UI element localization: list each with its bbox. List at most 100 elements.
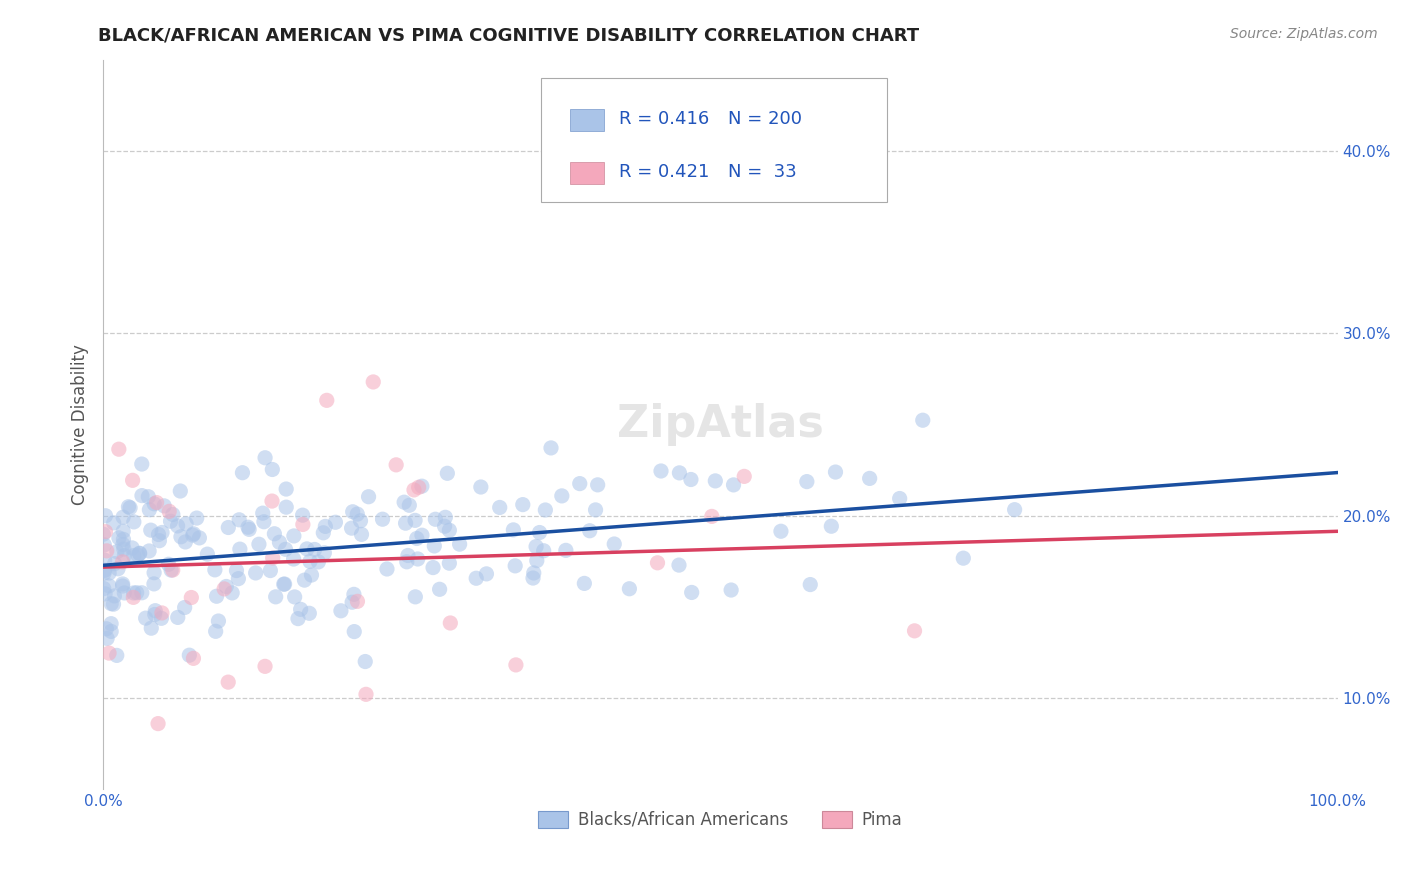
Point [325,516,347,530]
Point [138,502,160,516]
Point [799,577,821,591]
Point [276,500,298,515]
Point [112,524,135,539]
Point [96,622,118,636]
Point [100,597,122,611]
Text: R = 0.416: R = 0.416 [619,110,710,128]
Point [204,624,226,639]
Point [262,462,284,476]
Legend: Blacks/African Americans, Pima: Blacks/African Americans, Pima [531,804,910,836]
Point [153,499,176,513]
Point [146,716,169,731]
Point [131,586,153,600]
Point [142,577,165,591]
Point [357,490,380,504]
Point [112,542,135,557]
Point [505,657,527,672]
Point [405,532,427,546]
Point [429,582,451,597]
Point [131,457,153,471]
Text: N = 200: N = 200 [728,110,801,128]
Point [283,529,305,543]
Point [449,537,471,551]
Point [298,554,321,568]
Point [111,555,134,569]
Point [108,531,131,545]
Point [98,646,121,660]
Point [112,549,135,563]
Point [704,474,727,488]
FancyBboxPatch shape [569,109,605,131]
Point [121,473,143,487]
Point [143,604,166,618]
Point [512,498,534,512]
Point [174,516,197,531]
Point [93,582,115,596]
Point [170,530,193,544]
Point [350,527,373,541]
Point [889,491,911,506]
Point [212,582,235,596]
Point [128,546,150,560]
Text: Source: ZipAtlas.com: Source: ZipAtlas.com [1230,27,1378,41]
Point [824,465,846,479]
Point [396,549,419,563]
Point [290,602,312,616]
Point [295,541,318,556]
Point [183,651,205,665]
Point [911,413,934,427]
Point [174,535,197,549]
Point [247,537,270,551]
Point [439,615,461,630]
Point [475,566,498,581]
Point [107,562,129,576]
Point [354,687,377,701]
Point [1004,502,1026,516]
Point [342,505,364,519]
Text: R = 0.421: R = 0.421 [619,162,710,180]
Point [422,560,444,574]
Point [112,533,135,547]
Point [157,504,180,518]
Point [231,466,253,480]
Point [238,522,260,536]
Point [411,528,433,542]
Point [314,546,336,560]
Point [769,524,792,539]
Point [103,516,125,530]
Point [173,600,195,615]
Point [903,624,925,638]
Point [103,557,125,571]
Point [166,519,188,533]
Point [94,587,117,601]
Point [139,523,162,537]
Point [204,563,226,577]
Point [254,450,277,465]
Point [408,480,430,494]
Point [349,514,371,528]
Point [796,475,818,489]
Point [733,469,755,483]
Point [340,595,363,609]
Point [179,648,201,663]
Point [93,553,115,567]
Point [186,511,208,525]
Point [162,563,184,577]
Point [138,490,160,504]
Point [529,525,551,540]
Point [304,542,326,557]
Point [143,497,166,511]
Point [97,579,120,593]
Point [503,558,526,573]
Point [105,545,128,559]
Point [523,566,546,580]
Point [128,546,150,560]
FancyBboxPatch shape [541,78,887,202]
Point [346,594,368,608]
Point [404,590,426,604]
Point [406,552,429,566]
Point [343,587,366,601]
Point [301,568,323,582]
Point [229,542,252,557]
Point [298,607,321,621]
